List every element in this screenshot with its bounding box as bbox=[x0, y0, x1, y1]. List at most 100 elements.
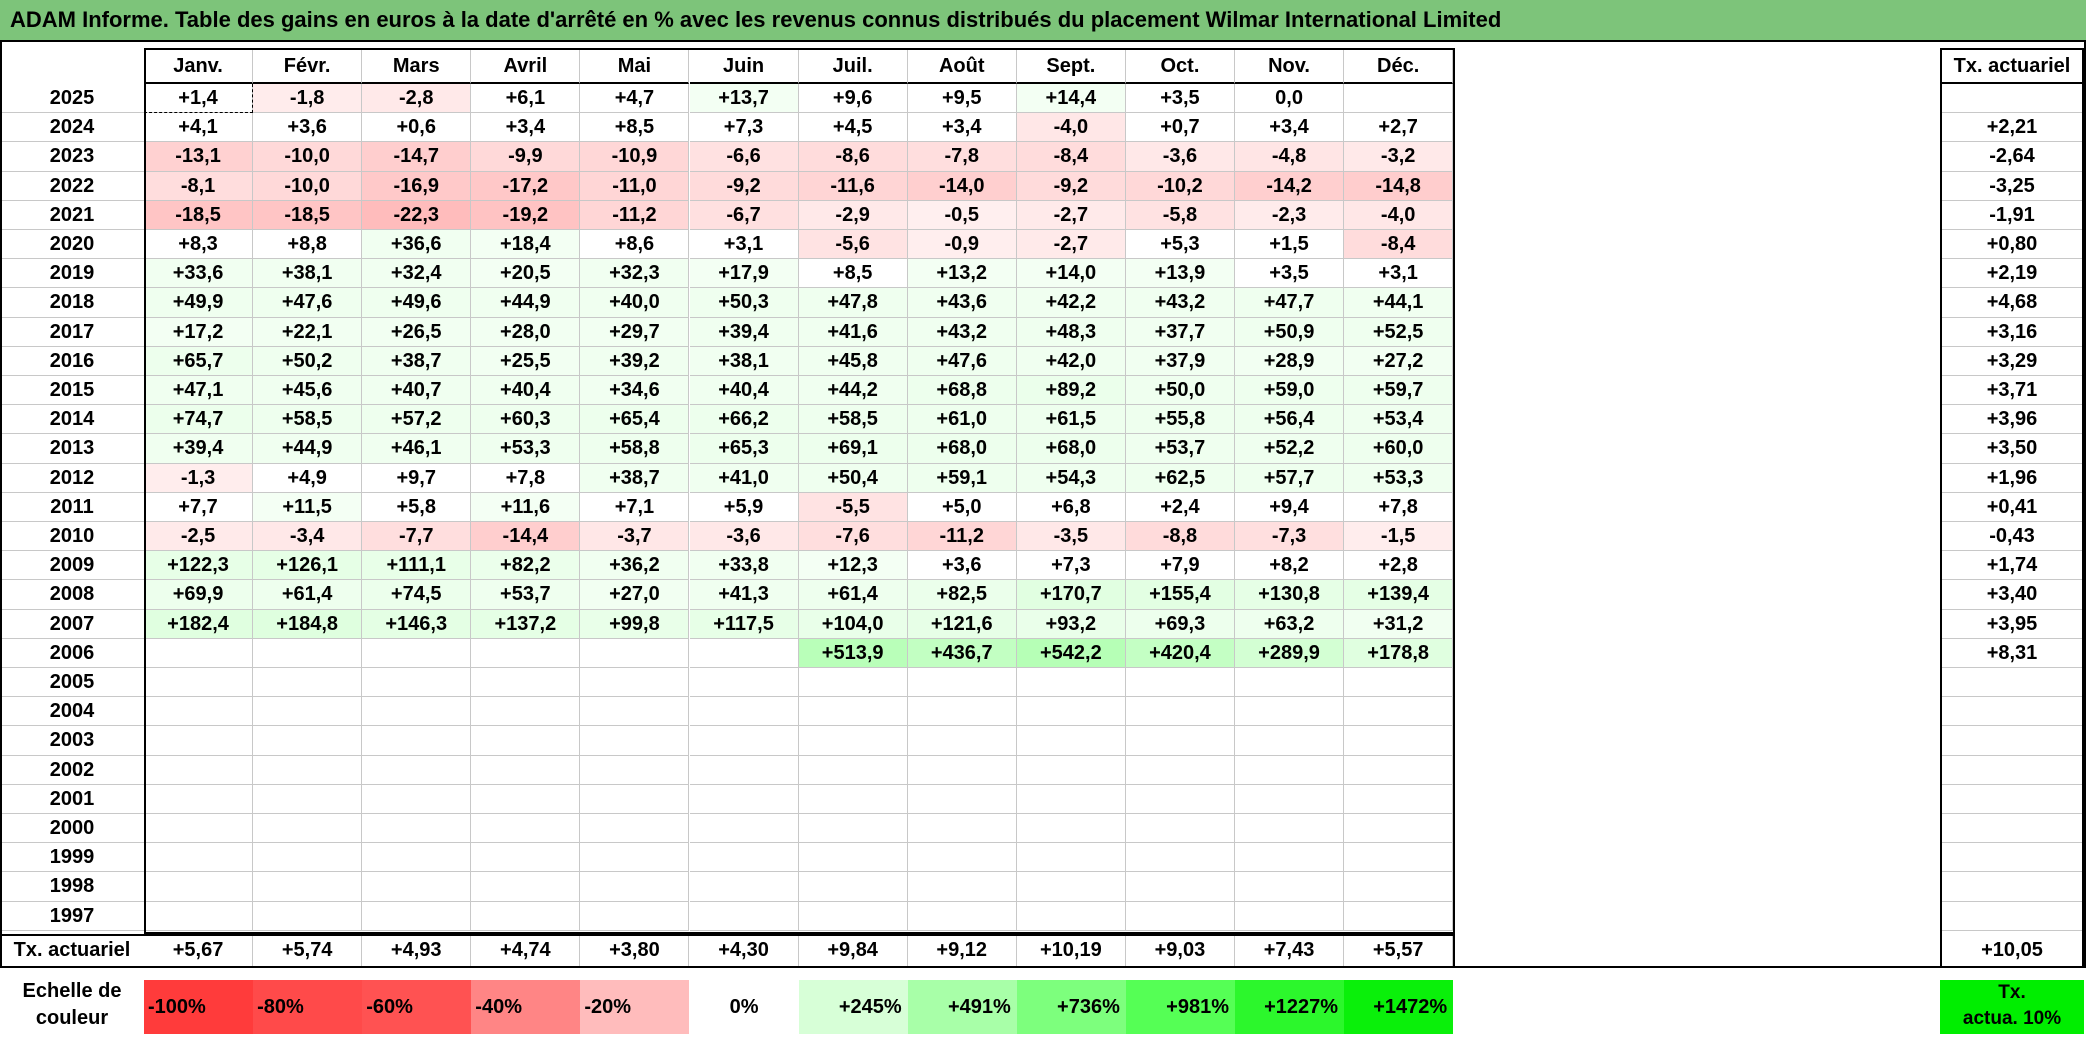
return-cell: +20,5 bbox=[471, 259, 581, 289]
return-cell bbox=[1235, 843, 1345, 873]
return-cell bbox=[689, 668, 799, 698]
year-label: 1998 bbox=[0, 872, 144, 902]
annual-rate-cell: +2,21 bbox=[1940, 113, 2084, 143]
return-cell: +29,7 bbox=[580, 317, 690, 347]
year-label: 2001 bbox=[0, 785, 144, 814]
return-cell bbox=[471, 755, 581, 785]
return-cell: +74,7 bbox=[144, 405, 254, 435]
return-cell: +58,5 bbox=[798, 405, 908, 435]
return-cell bbox=[580, 784, 690, 814]
color-scale-label-line1: Echelle de bbox=[22, 980, 122, 1002]
return-cell: +8,8 bbox=[253, 230, 363, 260]
year-label: 2013 bbox=[0, 434, 144, 464]
return-cell: +38,7 bbox=[362, 346, 472, 376]
return-cell bbox=[362, 901, 472, 931]
return-cell bbox=[471, 843, 581, 873]
return-cell: +111,1 bbox=[362, 551, 472, 581]
year-label: 2020 bbox=[0, 230, 144, 260]
return-cell bbox=[1235, 755, 1345, 785]
return-cell: +82,5 bbox=[907, 580, 1017, 610]
return-cell: +61,5 bbox=[1016, 405, 1126, 435]
return-cell: +3,5 bbox=[1235, 259, 1345, 289]
year-label: 2006 bbox=[0, 639, 144, 668]
return-cell bbox=[1235, 697, 1345, 727]
return-cell: -10,9 bbox=[580, 142, 690, 172]
return-cell: +8,5 bbox=[798, 259, 908, 289]
return-cell: +50,2 bbox=[253, 346, 363, 376]
return-cell: +58,5 bbox=[253, 405, 363, 435]
return-cell: -10,0 bbox=[253, 171, 363, 201]
return-cell: -6,7 bbox=[689, 200, 799, 230]
return-cell: +7,8 bbox=[471, 463, 581, 493]
return-cell bbox=[253, 872, 363, 902]
return-cell: +7,3 bbox=[1016, 551, 1126, 581]
return-cell: +13,9 bbox=[1125, 259, 1235, 289]
return-cell bbox=[1016, 726, 1126, 756]
annual-rate-cell: -1,91 bbox=[1940, 201, 2084, 230]
return-cell bbox=[1344, 755, 1454, 785]
month-header: Nov. bbox=[1235, 48, 1345, 84]
color-scale-rate-line2: actua. 10% bbox=[1962, 1008, 2062, 1029]
year-label: 2009 bbox=[0, 551, 144, 581]
return-cell: +36,2 bbox=[580, 551, 690, 581]
return-cell bbox=[1235, 784, 1345, 814]
return-cell bbox=[253, 726, 363, 756]
return-cell bbox=[798, 901, 908, 931]
return-cell: +31,2 bbox=[1344, 609, 1454, 639]
return-cell bbox=[253, 784, 363, 814]
return-cell: -3,7 bbox=[580, 522, 690, 552]
return-cell bbox=[362, 872, 472, 902]
return-cell bbox=[1344, 901, 1454, 931]
return-cell: -8,4 bbox=[1016, 142, 1126, 172]
footer-rate-cell: +9,12 bbox=[908, 934, 1017, 966]
footer-label: Tx. actuariel bbox=[13, 939, 131, 961]
return-cell: +33,6 bbox=[144, 259, 254, 289]
year-label: 2023 bbox=[0, 142, 144, 172]
return-cell: -2,7 bbox=[1016, 230, 1126, 260]
return-cell: +2,8 bbox=[1344, 551, 1454, 581]
return-cell: +50,4 bbox=[798, 463, 908, 493]
return-cell: +5,9 bbox=[689, 492, 799, 522]
month-header: Févr. bbox=[253, 48, 363, 84]
year-label: 1997 bbox=[0, 902, 144, 931]
year-label: 2025 bbox=[0, 84, 144, 114]
footer-rate-cell: +7,43 bbox=[1235, 934, 1345, 966]
return-cell: +68,8 bbox=[907, 376, 1017, 406]
return-cell bbox=[144, 668, 254, 698]
return-cell: -16,9 bbox=[362, 171, 472, 201]
return-cell bbox=[144, 697, 254, 727]
return-cell bbox=[1344, 84, 1454, 114]
return-cell bbox=[1125, 726, 1235, 756]
annual-rate-cell: +2,19 bbox=[1940, 259, 2084, 289]
year-label: 2024 bbox=[0, 113, 144, 143]
return-cell: +69,3 bbox=[1125, 609, 1235, 639]
return-cell bbox=[1344, 726, 1454, 756]
return-cell bbox=[362, 668, 472, 698]
return-cell bbox=[471, 638, 581, 668]
month-header: Oct. bbox=[1125, 48, 1235, 84]
return-cell: +3,6 bbox=[907, 551, 1017, 581]
return-cell: +126,1 bbox=[253, 551, 363, 581]
return-cell bbox=[471, 784, 581, 814]
rate-column-header: Tx. actuariel bbox=[1940, 48, 2084, 84]
return-cell: -4,0 bbox=[1344, 200, 1454, 230]
return-cell: +4,9 bbox=[253, 463, 363, 493]
return-cell: +41,3 bbox=[689, 580, 799, 610]
return-cell: -0,5 bbox=[907, 200, 1017, 230]
return-cell bbox=[253, 668, 363, 698]
return-cell: -4,8 bbox=[1235, 142, 1345, 172]
color-scale-swatch: +491% bbox=[907, 980, 1017, 1034]
footer-rate-cell: +5,67 bbox=[144, 934, 254, 966]
return-cell: +40,7 bbox=[362, 376, 472, 406]
return-cell: +47,6 bbox=[907, 346, 1017, 376]
return-cell: +58,8 bbox=[580, 434, 690, 464]
month-header: Mars bbox=[362, 48, 472, 84]
return-cell: -3,5 bbox=[1016, 522, 1126, 552]
annual-rate-cell bbox=[1940, 785, 2084, 814]
annual-rate-cell: +3,40 bbox=[1940, 580, 2084, 610]
year-label: 2010 bbox=[0, 522, 144, 552]
return-cell: +39,2 bbox=[580, 346, 690, 376]
month-header: Déc. bbox=[1344, 48, 1454, 84]
return-cell bbox=[253, 697, 363, 727]
return-cell: +5,3 bbox=[1125, 230, 1235, 260]
